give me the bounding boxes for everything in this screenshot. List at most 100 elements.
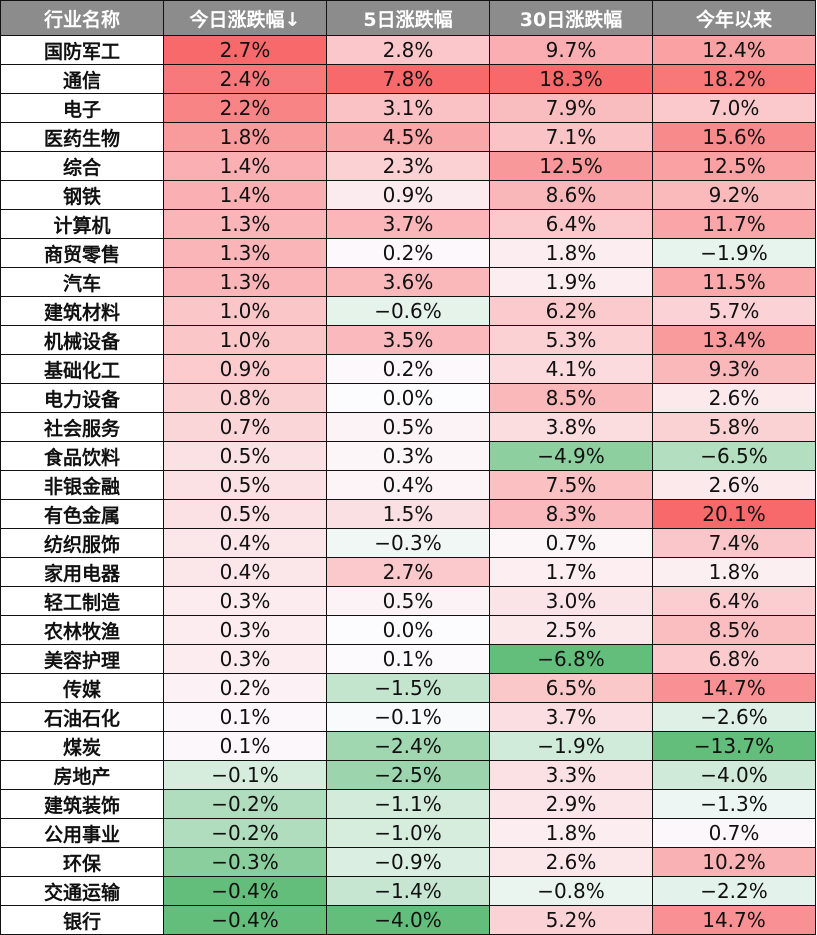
5day-change-cell: 3.5% xyxy=(326,325,490,355)
ytd-change-cell: 2.6% xyxy=(652,470,816,500)
5day-change-cell: 2.7% xyxy=(326,557,490,587)
5day-change-cell: 4.5% xyxy=(326,122,490,152)
5day-change-cell: −2.4% xyxy=(326,731,490,761)
table-row: 基础化工 0.9% 0.2% 4.1% 9.3% xyxy=(0,354,816,384)
5day-change-cell: 0.2% xyxy=(326,238,490,268)
industry-name-cell: 有色金属 xyxy=(0,499,164,529)
today-change-cell: 2.7% xyxy=(163,35,327,65)
today-change-cell: 1.3% xyxy=(163,238,327,268)
table-row: 家用电器 0.4% 2.7% 1.7% 1.8% xyxy=(0,557,816,587)
header-today-change[interactable]: 今日涨跌幅↓ xyxy=(163,0,327,36)
5day-change-cell: −4.0% xyxy=(326,905,490,935)
30day-change-cell: 3.8% xyxy=(489,412,653,442)
5day-change-cell: −0.6% xyxy=(326,296,490,326)
table-row: 社会服务 0.7% 0.5% 3.8% 5.8% xyxy=(0,412,816,442)
today-change-cell: 0.3% xyxy=(163,644,327,674)
industry-name-cell: 农林牧渔 xyxy=(0,615,164,645)
table-row: 计算机 1.3% 3.7% 6.4% 11.7% xyxy=(0,209,816,239)
today-change-cell: −0.2% xyxy=(163,818,327,848)
header-5day-change[interactable]: 5日涨跌幅 xyxy=(326,0,490,36)
ytd-change-cell: 7.0% xyxy=(652,93,816,123)
ytd-change-cell: 5.8% xyxy=(652,412,816,442)
5day-change-cell: 0.5% xyxy=(326,586,490,616)
today-change-cell: −0.2% xyxy=(163,789,327,819)
industry-name-cell: 商贸零售 xyxy=(0,238,164,268)
ytd-change-cell: 1.8% xyxy=(652,557,816,587)
header-industry-name[interactable]: 行业名称 xyxy=(0,0,164,36)
30day-change-cell: −1.9% xyxy=(489,731,653,761)
today-change-cell: −0.3% xyxy=(163,847,327,877)
5day-change-cell: 0.9% xyxy=(326,180,490,210)
today-change-cell: 0.2% xyxy=(163,673,327,703)
industry-name-cell: 非银金融 xyxy=(0,470,164,500)
ytd-change-cell: 12.5% xyxy=(652,151,816,181)
5day-change-cell: −1.0% xyxy=(326,818,490,848)
table-row: 医药生物 1.8% 4.5% 7.1% 15.6% xyxy=(0,122,816,152)
today-change-cell: 0.4% xyxy=(163,528,327,558)
30day-change-cell: 6.2% xyxy=(489,296,653,326)
30day-change-cell: 1.8% xyxy=(489,238,653,268)
30day-change-cell: 6.5% xyxy=(489,673,653,703)
industry-name-cell: 钢铁 xyxy=(0,180,164,210)
industry-name-cell: 轻工制造 xyxy=(0,586,164,616)
industry-name-cell: 计算机 xyxy=(0,209,164,239)
industry-name-cell: 建筑装饰 xyxy=(0,789,164,819)
today-change-cell: 0.7% xyxy=(163,412,327,442)
30day-change-cell: 4.1% xyxy=(489,354,653,384)
table-row: 公用事业 −0.2% −1.0% 1.8% 0.7% xyxy=(0,818,816,848)
30day-change-cell: 7.1% xyxy=(489,122,653,152)
ytd-change-cell: −13.7% xyxy=(652,731,816,761)
table-row: 轻工制造 0.3% 0.5% 3.0% 6.4% xyxy=(0,586,816,616)
table-row: 建筑装饰 −0.2% −1.1% 2.9% −1.3% xyxy=(0,789,816,819)
industry-name-cell: 综合 xyxy=(0,151,164,181)
30day-change-cell: 5.2% xyxy=(489,905,653,935)
table-row: 非银金融 0.5% 0.4% 7.5% 2.6% xyxy=(0,470,816,500)
today-change-cell: 0.1% xyxy=(163,702,327,732)
30day-change-cell: 12.5% xyxy=(489,151,653,181)
5day-change-cell: 2.8% xyxy=(326,35,490,65)
5day-change-cell: −0.9% xyxy=(326,847,490,877)
30day-change-cell: −4.9% xyxy=(489,441,653,471)
header-30day-change[interactable]: 30日涨跌幅 xyxy=(489,0,653,36)
ytd-change-cell: −6.5% xyxy=(652,441,816,471)
ytd-change-cell: −4.0% xyxy=(652,760,816,790)
ytd-change-cell: 15.6% xyxy=(652,122,816,152)
ytd-change-cell: 13.4% xyxy=(652,325,816,355)
ytd-change-cell: 5.7% xyxy=(652,296,816,326)
30day-change-cell: 1.7% xyxy=(489,557,653,587)
industry-name-cell: 机械设备 xyxy=(0,325,164,355)
industry-name-cell: 基础化工 xyxy=(0,354,164,384)
today-change-cell: 1.8% xyxy=(163,122,327,152)
30day-change-cell: 2.9% xyxy=(489,789,653,819)
industry-name-cell: 电力设备 xyxy=(0,383,164,413)
header-ytd-change[interactable]: 今年以来 xyxy=(652,0,816,36)
industry-name-cell: 煤炭 xyxy=(0,731,164,761)
industry-name-cell: 纺织服饰 xyxy=(0,528,164,558)
today-change-cell: −0.1% xyxy=(163,760,327,790)
industry-name-cell: 电子 xyxy=(0,93,164,123)
30day-change-cell: 8.3% xyxy=(489,499,653,529)
ytd-change-cell: 6.4% xyxy=(652,586,816,616)
table-row: 石油石化 0.1% −0.1% 3.7% −2.6% xyxy=(0,702,816,732)
5day-change-cell: 7.8% xyxy=(326,64,490,94)
30day-change-cell: 0.7% xyxy=(489,528,653,558)
5day-change-cell: −2.5% xyxy=(326,760,490,790)
ytd-change-cell: 9.3% xyxy=(652,354,816,384)
ytd-change-cell: 8.5% xyxy=(652,615,816,645)
industry-name-cell: 房地产 xyxy=(0,760,164,790)
table-row: 通信 2.4% 7.8% 18.3% 18.2% xyxy=(0,64,816,94)
ytd-change-cell: 18.2% xyxy=(652,64,816,94)
table-row: 交通运输 −0.4% −1.4% −0.8% −2.2% xyxy=(0,876,816,906)
5day-change-cell: 2.3% xyxy=(326,151,490,181)
5day-change-cell: 0.0% xyxy=(326,615,490,645)
today-change-cell: 0.4% xyxy=(163,557,327,587)
industry-name-cell: 建筑材料 xyxy=(0,296,164,326)
today-change-cell: 1.3% xyxy=(163,267,327,297)
ytd-change-cell: 7.4% xyxy=(652,528,816,558)
ytd-change-cell: 20.1% xyxy=(652,499,816,529)
5day-change-cell: 3.7% xyxy=(326,209,490,239)
industry-name-cell: 美容护理 xyxy=(0,644,164,674)
5day-change-cell: 0.2% xyxy=(326,354,490,384)
today-change-cell: 0.8% xyxy=(163,383,327,413)
